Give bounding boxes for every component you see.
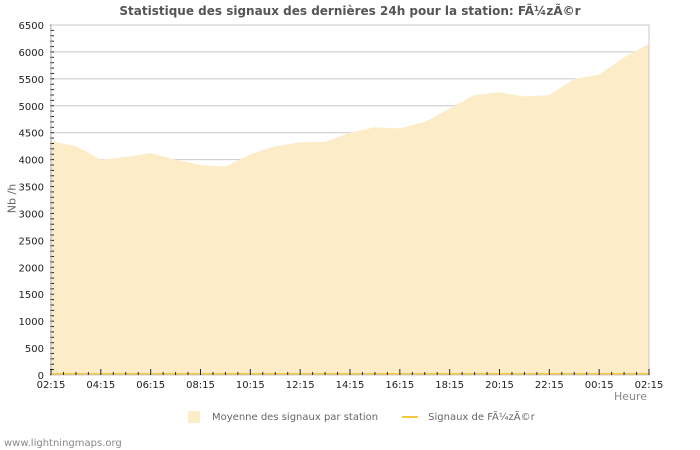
svg-text:18:15: 18:15 xyxy=(435,380,464,391)
chart-title: Statistique des signaux des dernières 24… xyxy=(119,4,581,18)
svg-text:1500: 1500 xyxy=(19,290,44,301)
svg-text:08:15: 08:15 xyxy=(186,380,215,391)
svg-text:3500: 3500 xyxy=(19,183,44,194)
svg-text:0: 0 xyxy=(38,371,44,382)
svg-text:3000: 3000 xyxy=(19,209,44,220)
average-signals-area xyxy=(51,43,649,375)
svg-text:20:15: 20:15 xyxy=(485,380,514,391)
y-axis-label: Nb /h xyxy=(5,183,19,214)
svg-text:02:15: 02:15 xyxy=(635,380,664,391)
svg-text:4500: 4500 xyxy=(19,129,44,140)
svg-text:2000: 2000 xyxy=(19,263,44,274)
svg-text:10:15: 10:15 xyxy=(236,380,265,391)
svg-text:5500: 5500 xyxy=(19,75,44,86)
svg-text:04:15: 04:15 xyxy=(86,380,115,391)
x-tick-labels: 02:15 04:15 06:15 08:15 10:15 12:15 14:15 16:15… xyxy=(37,380,664,391)
svg-text:4000: 4000 xyxy=(19,156,44,167)
legend-area-swatch xyxy=(188,411,200,423)
svg-text:1000: 1000 xyxy=(19,317,44,328)
legend-item-station: Signaux de FÃ¼zÃ©r xyxy=(428,411,535,423)
svg-text:02:15: 02:15 xyxy=(37,380,66,391)
svg-text:06:15: 06:15 xyxy=(136,380,165,391)
svg-text:6000: 6000 xyxy=(19,48,44,59)
legend: Moyenne des signaux par station Signaux … xyxy=(188,411,535,423)
svg-text:14:15: 14:15 xyxy=(336,380,365,391)
x-axis-label: Heure xyxy=(614,390,648,403)
site-url: www.lightningmaps.org xyxy=(4,438,122,449)
svg-text:00:15: 00:15 xyxy=(585,380,614,391)
legend-item-average: Moyenne des signaux par station xyxy=(212,411,379,423)
svg-text:22:15: 22:15 xyxy=(535,380,564,391)
svg-text:5000: 5000 xyxy=(19,102,44,113)
y-tick-labels: 0 500 1000 1500 2000 2500 3000 3500 4000 4500 5000… xyxy=(19,21,44,382)
svg-text:12:15: 12:15 xyxy=(286,380,315,391)
svg-text:16:15: 16:15 xyxy=(385,380,414,391)
svg-text:2500: 2500 xyxy=(19,236,44,247)
svg-text:500: 500 xyxy=(25,344,44,355)
legend-line-swatch xyxy=(402,416,419,418)
axes xyxy=(50,24,650,376)
svg-text:6500: 6500 xyxy=(19,21,44,32)
